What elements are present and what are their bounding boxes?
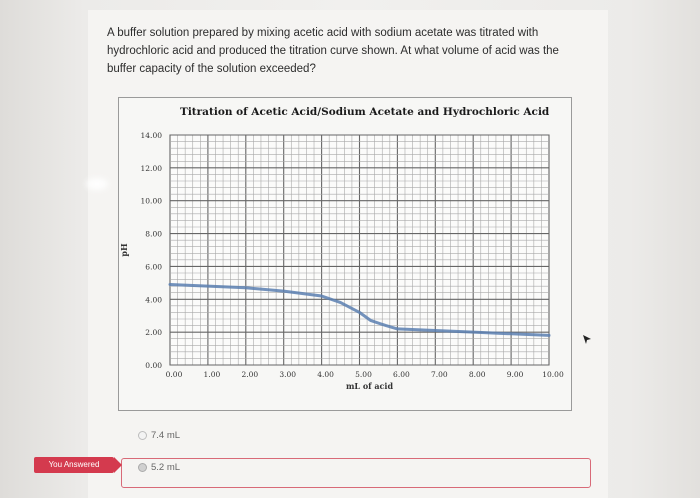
- x-tick-label: 10.00: [542, 370, 564, 379]
- question-text: A buffer solution prepared by mixing ace…: [107, 27, 559, 75]
- y-tick-label: 14.00: [141, 131, 163, 140]
- chart-title: Titration of Acetic Acid/Sodium Acetate …: [180, 106, 550, 118]
- x-tick-label: 4.00: [317, 370, 334, 379]
- y-tick-label: 2.00: [145, 328, 162, 337]
- x-tick-label: 6.00: [393, 370, 410, 379]
- x-tick-label: 8.00: [469, 370, 486, 379]
- chart-ticks: 0.00 1.00 2.00 3.00 4.00 5.00 6.00 7.00 8.00 9.00…: [141, 131, 564, 379]
- answer-radio-1[interactable]: [138, 431, 147, 440]
- x-tick-label: 7.00: [431, 370, 448, 379]
- x-tick-label: 0.00: [166, 370, 183, 379]
- answer-radio-2[interactable]: [138, 463, 147, 472]
- answer-option-2[interactable]: 5.2 mL: [151, 462, 181, 473]
- chart-series: [168, 283, 551, 337]
- x-tick-label: 5.00: [355, 370, 372, 379]
- x-tick-label: 3.00: [279, 370, 296, 379]
- y-tick-label: 12.00: [141, 164, 163, 173]
- chart-grid: [169, 134, 550, 366]
- y-tick-label: 10.00: [141, 197, 163, 206]
- x-tick-label: 9.00: [507, 370, 524, 379]
- y-axis-label: pH: [119, 243, 129, 257]
- mouse-cursor-icon: [583, 335, 591, 344]
- y-tick-label: 0.00: [145, 361, 162, 370]
- answer-option-1[interactable]: 7.4 mL: [151, 430, 181, 441]
- y-tick-label: 4.00: [145, 295, 162, 304]
- x-tick-label: 2.00: [241, 370, 258, 379]
- titration-curve: [168, 283, 551, 337]
- x-axis-label: mL of acid: [346, 381, 394, 391]
- y-tick-label: 8.00: [145, 230, 162, 239]
- screen-glare: [86, 178, 108, 190]
- selected-answer-box: [121, 458, 591, 488]
- status-badge: You Answered: [34, 457, 122, 473]
- y-tick-label: 6.00: [145, 262, 162, 271]
- x-tick-label: 1.00: [204, 370, 221, 379]
